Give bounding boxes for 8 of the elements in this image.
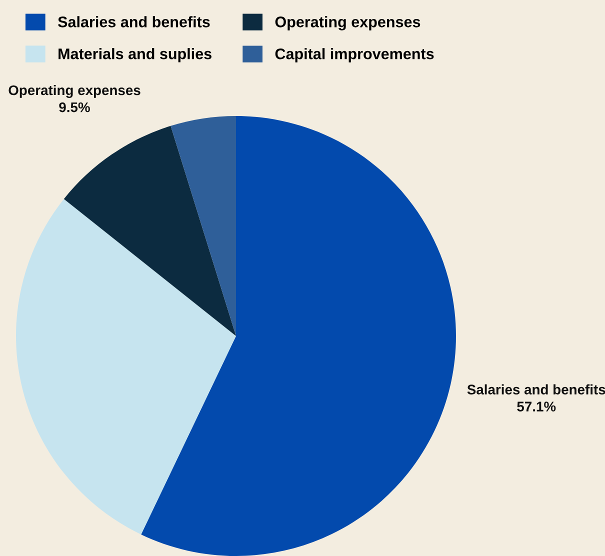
legend-label: Materials and suplies — [58, 48, 212, 62]
data-label: 57.1% — [517, 402, 556, 412]
legend-label: Operating expenses — [275, 16, 420, 30]
slice-label: Operating expenses — [8, 84, 140, 98]
slice-label: Salaries and benefits — [467, 384, 605, 395]
data-label: 9.5% — [59, 102, 90, 112]
legend-label: Salaries and benefits — [58, 16, 210, 28]
legend-label: Capital improvements — [275, 48, 434, 62]
